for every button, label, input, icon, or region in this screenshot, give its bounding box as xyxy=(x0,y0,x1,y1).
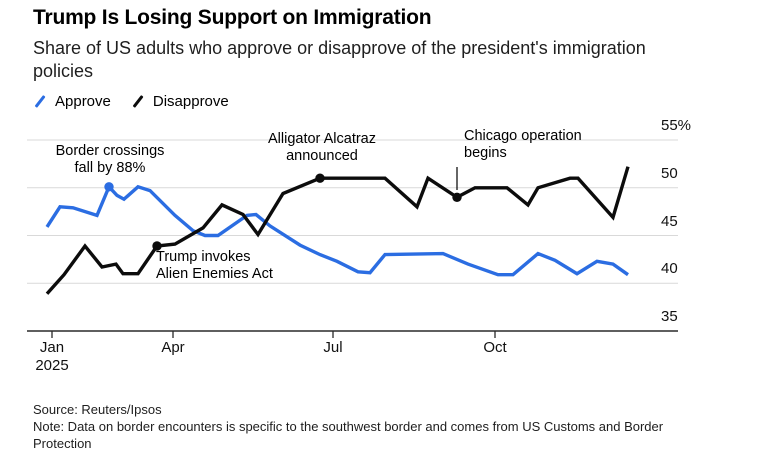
note-line: Note: Data on border encounters is speci… xyxy=(33,419,664,451)
annotation-alligator-alcatraz: Alligator Alcatraz announced xyxy=(268,131,376,164)
chart-footer: Source: Reuters/Ipsos Note: Data on bord… xyxy=(33,401,725,452)
x-axis-label-jul: Jul xyxy=(323,339,343,356)
y-axis-label-55: 55% xyxy=(661,117,692,134)
annotation-border-crossings: Border crossings fall by 88% xyxy=(55,143,165,176)
chart-header: Trump Is Losing Support on Immigration S… xyxy=(33,6,733,83)
y-axis-label-45: 45 xyxy=(661,212,678,230)
annotation-alien-enemies-act: Trump invokes Alien Enemies Act xyxy=(156,249,273,282)
x-axis-label-oct: Oct xyxy=(483,339,507,356)
source-line: Source: Reuters/Ipsos xyxy=(33,402,162,417)
x-axis-year-label: 2025 xyxy=(35,357,69,374)
legend: Approve Disapprove xyxy=(33,93,229,110)
annotation-chicago-operation: Chicago operation begins xyxy=(464,128,582,161)
legend-item-disapprove: Disapprove xyxy=(131,93,229,110)
page-title: Trump Is Losing Support on Immigration xyxy=(33,6,432,29)
x-axis-label-apr: Apr xyxy=(161,339,185,356)
y-axis-label-35: 35 xyxy=(661,308,678,325)
legend-label-disapprove: Disapprove xyxy=(152,93,229,110)
legend-item-approve: Approve xyxy=(33,93,111,110)
x-axis-label-jan: Jan xyxy=(39,339,65,356)
legend-label-approve: Approve xyxy=(55,93,111,110)
y-axis-label-40: 40 xyxy=(661,260,678,278)
y-axis-label-50: 50 xyxy=(661,164,678,182)
chart-subtitle: Share of US adults who approve or disapp… xyxy=(33,38,646,81)
